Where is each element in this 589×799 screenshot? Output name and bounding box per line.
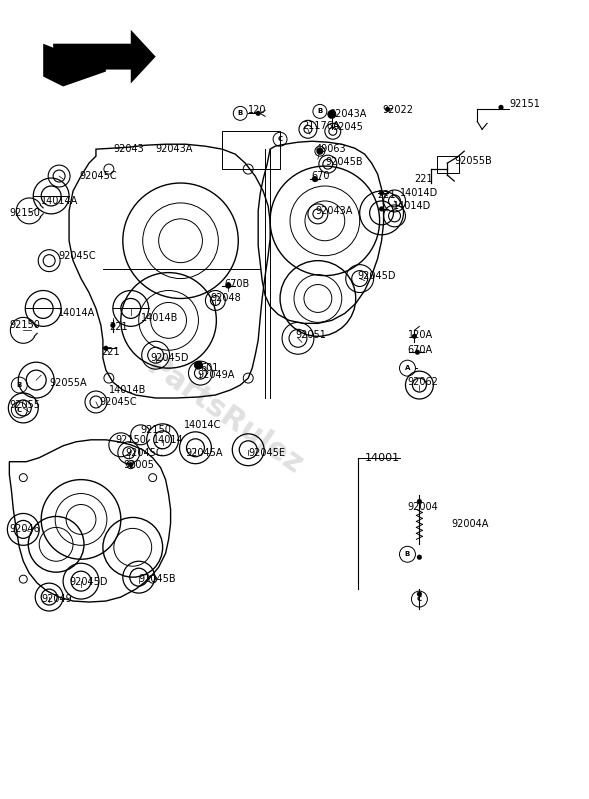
Text: 120: 120 <box>248 105 267 115</box>
Circle shape <box>379 190 384 196</box>
Text: 92055A: 92055A <box>49 378 87 388</box>
Circle shape <box>104 346 108 351</box>
Text: 92151: 92151 <box>509 99 540 109</box>
Text: 14014B: 14014B <box>141 313 178 324</box>
Text: 92062: 92062 <box>408 377 438 387</box>
Circle shape <box>385 107 390 112</box>
Text: C: C <box>417 596 422 602</box>
Text: 92055: 92055 <box>9 400 41 410</box>
Text: 92150: 92150 <box>116 435 147 445</box>
Text: 92150: 92150 <box>141 425 171 435</box>
Text: 221: 221 <box>378 190 396 200</box>
Text: 92045: 92045 <box>333 122 363 133</box>
Text: 221: 221 <box>109 322 127 332</box>
Circle shape <box>415 350 420 355</box>
Text: PartsRulez: PartsRulez <box>141 351 307 480</box>
Circle shape <box>417 591 422 597</box>
Circle shape <box>498 105 504 110</box>
Text: 601: 601 <box>200 364 219 373</box>
Text: 92043: 92043 <box>114 144 145 154</box>
Text: 92046: 92046 <box>9 524 40 535</box>
Text: 92049: 92049 <box>41 594 72 604</box>
Text: C: C <box>16 407 22 413</box>
Text: B: B <box>405 551 410 557</box>
Circle shape <box>194 361 203 369</box>
Text: B: B <box>317 109 323 114</box>
Text: 14014D: 14014D <box>392 201 431 211</box>
Text: 92004: 92004 <box>408 503 438 512</box>
Text: 14001: 14001 <box>365 453 400 463</box>
Text: 14014B: 14014B <box>109 385 146 395</box>
Text: 92049A: 92049A <box>197 370 235 380</box>
Text: 92045A: 92045A <box>186 447 223 458</box>
Text: 670: 670 <box>311 171 329 181</box>
Circle shape <box>379 206 384 212</box>
Text: 92048: 92048 <box>210 293 241 304</box>
Text: 92045D: 92045D <box>69 577 108 587</box>
Text: 49063: 49063 <box>316 144 346 154</box>
Text: A: A <box>405 365 410 372</box>
Text: 14014A: 14014A <box>58 308 95 319</box>
Text: 92043A: 92043A <box>330 109 367 119</box>
Circle shape <box>226 283 231 288</box>
Text: 92045B: 92045B <box>326 157 363 167</box>
Text: 120A: 120A <box>408 330 432 340</box>
Text: 92022: 92022 <box>383 105 413 115</box>
Text: 221: 221 <box>101 348 120 357</box>
Text: 92045C: 92045C <box>99 397 137 407</box>
Circle shape <box>417 499 422 504</box>
Circle shape <box>417 555 422 560</box>
Text: 92045B: 92045B <box>139 574 176 584</box>
Text: 92045C: 92045C <box>58 251 96 260</box>
Text: 92005: 92005 <box>124 459 155 470</box>
Text: 221: 221 <box>415 174 433 184</box>
Circle shape <box>412 334 417 339</box>
Text: 92043A: 92043A <box>155 144 193 154</box>
Circle shape <box>128 462 133 467</box>
Text: 92004A: 92004A <box>451 519 489 530</box>
Text: 14014A: 14014A <box>41 196 78 206</box>
Text: B: B <box>237 110 243 117</box>
Text: 92150: 92150 <box>9 208 40 218</box>
Polygon shape <box>53 30 155 84</box>
Circle shape <box>316 148 323 155</box>
Text: 92045C: 92045C <box>79 171 117 181</box>
Text: C: C <box>277 137 283 142</box>
Polygon shape <box>43 44 106 86</box>
Text: 670B: 670B <box>224 279 250 288</box>
Text: 92043A: 92043A <box>315 206 352 216</box>
Circle shape <box>328 110 336 118</box>
Circle shape <box>312 176 318 182</box>
Text: 92055B: 92055B <box>454 156 492 166</box>
Text: 92045C: 92045C <box>126 447 163 458</box>
Text: 92045D: 92045D <box>151 353 189 364</box>
Text: 14014D: 14014D <box>399 188 438 198</box>
Text: 21176A: 21176A <box>302 121 339 131</box>
Text: 670A: 670A <box>408 345 432 356</box>
Text: 92045D: 92045D <box>358 271 396 280</box>
Text: 14014C: 14014C <box>184 420 221 430</box>
Text: 92051: 92051 <box>295 330 326 340</box>
Text: 92150: 92150 <box>9 320 40 330</box>
Circle shape <box>256 111 261 116</box>
Text: 14014: 14014 <box>153 435 183 445</box>
Text: 92045E: 92045E <box>248 447 285 458</box>
Text: B: B <box>16 382 22 388</box>
Circle shape <box>110 323 115 328</box>
